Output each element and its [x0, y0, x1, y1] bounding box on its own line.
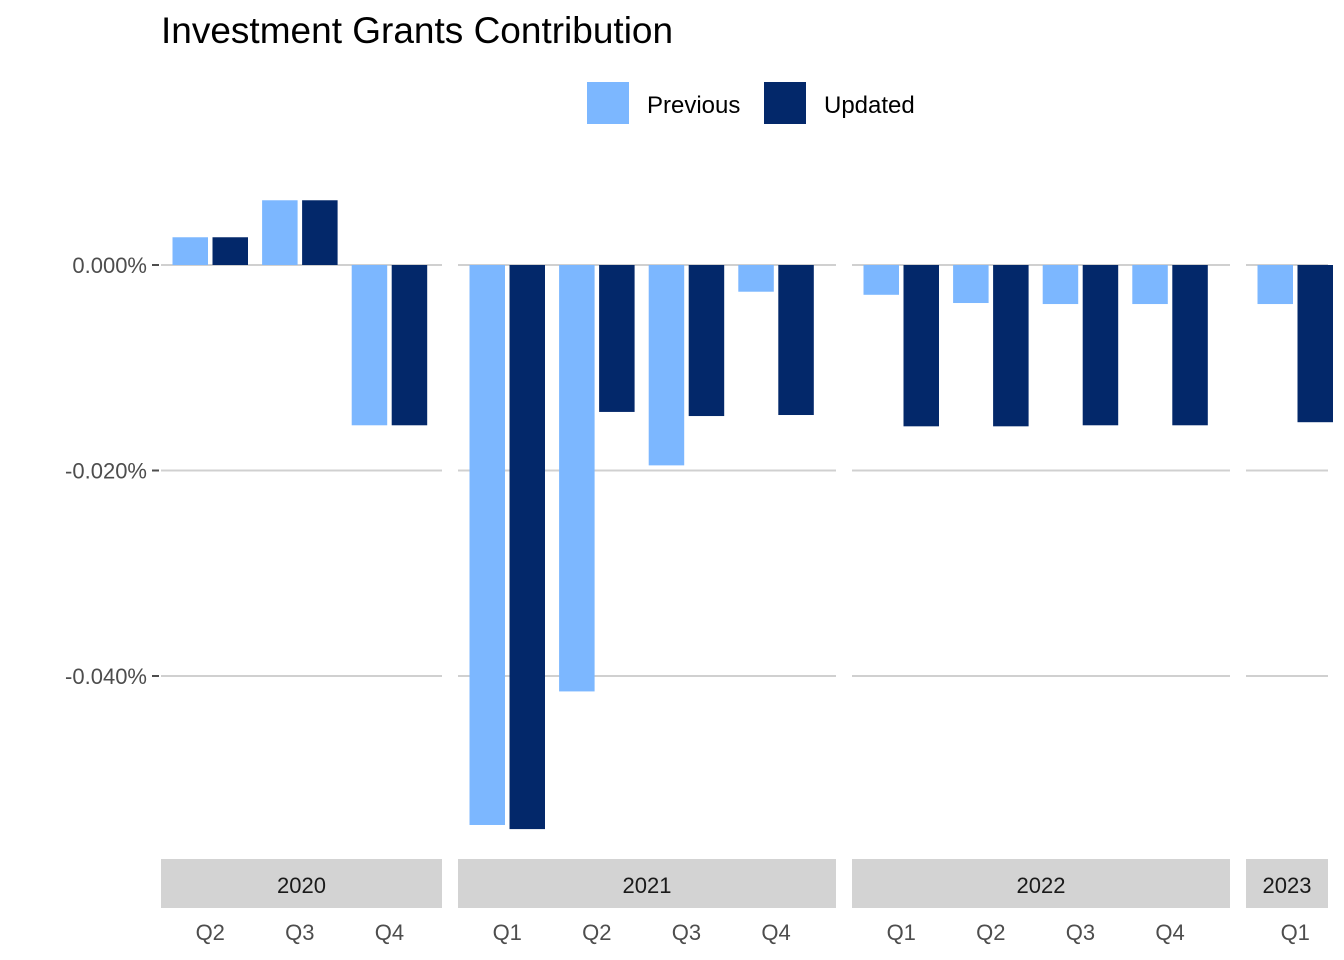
facet-panels: Q2 Q3 Q4 2020 Q1 Q2 Q3 Q4 2021 Q1 Q2 Q3 Q4 2022 Q1 2023	[161, 200, 1333, 945]
bar-2021-Q2-previous	[559, 265, 595, 692]
bar-2020-Q3-previous	[262, 200, 298, 265]
facet-strip-label: 2020	[277, 873, 326, 898]
y-tick-label: 0.000%	[72, 253, 147, 278]
x-tick-label: Q1	[1281, 920, 1310, 945]
x-tick-label: Q4	[761, 920, 790, 945]
bar-2021-Q4-previous	[738, 265, 774, 292]
y-axis: 0.000% -0.020% -0.040%	[65, 253, 159, 689]
bar-2021-Q2-updated	[599, 265, 635, 412]
facet-strip	[458, 859, 836, 908]
bar-2023-Q1-previous	[1257, 265, 1293, 305]
bar-2022-Q2-updated	[993, 265, 1029, 427]
panel-2023: Q1 2023	[1246, 264, 1333, 945]
chart-title: Investment Grants Contribution	[161, 10, 673, 51]
facet-strip	[852, 859, 1230, 908]
x-tick-label: Q3	[672, 920, 701, 945]
legend-label-updated: Updated	[824, 92, 915, 119]
panel-2021: Q1 Q2 Q3 Q4 2021	[458, 264, 836, 945]
y-tick-label: -0.040%	[65, 664, 147, 689]
bar-2021-Q3-previous	[648, 265, 685, 466]
x-tick-label: Q4	[375, 920, 404, 945]
bar-2020-Q2-previous	[172, 237, 208, 265]
facet-strip-label: 2021	[623, 873, 672, 898]
legend-label-previous: Previous	[647, 92, 740, 119]
x-tick-label: Q1	[493, 920, 522, 945]
x-tick-label: Q3	[1066, 920, 1095, 945]
x-tick-label: Q3	[285, 920, 314, 945]
bar-2022-Q3-updated	[1082, 265, 1119, 426]
facet-strip	[161, 859, 442, 908]
bar-2022-Q3-previous	[1042, 265, 1079, 305]
facet-strip-label: 2023	[1263, 873, 1312, 898]
bar-2021-Q4-updated	[778, 265, 814, 416]
bar-2023-Q1-updated	[1297, 265, 1333, 423]
facet-strip-label: 2022	[1017, 873, 1066, 898]
y-tick-label: -0.020%	[65, 459, 147, 484]
bar-2021-Q1-previous	[469, 265, 505, 825]
bar-2022-Q1-updated	[903, 265, 939, 427]
x-tick-label: Q4	[1155, 920, 1184, 945]
x-tick-label: Q1	[887, 920, 916, 945]
bar-2022-Q1-previous	[863, 265, 899, 295]
facet-strip	[1246, 859, 1328, 908]
bar-2020-Q4-updated	[391, 265, 428, 426]
x-tick-label: Q2	[976, 920, 1005, 945]
legend-key-updated	[764, 82, 806, 124]
bar-2020-Q2-updated	[212, 237, 248, 265]
bar-2020-Q3-updated	[302, 200, 338, 265]
x-tick-label: Q2	[196, 920, 225, 945]
bar-2022-Q4-previous	[1132, 265, 1168, 305]
panel-2020: Q2 Q3 Q4 2020	[161, 200, 442, 945]
legend: Previous Updated	[587, 82, 915, 124]
panel-2022: Q1 Q2 Q3 Q4 2022	[852, 264, 1230, 945]
bar-2021-Q3-updated	[688, 265, 725, 417]
bar-2022-Q2-previous	[953, 265, 989, 304]
bar-2020-Q4-previous	[351, 265, 388, 426]
bar-2022-Q4-updated	[1172, 265, 1208, 426]
legend-key-previous	[587, 82, 629, 124]
bar-2021-Q1-updated	[509, 265, 545, 830]
x-tick-label: Q2	[582, 920, 611, 945]
